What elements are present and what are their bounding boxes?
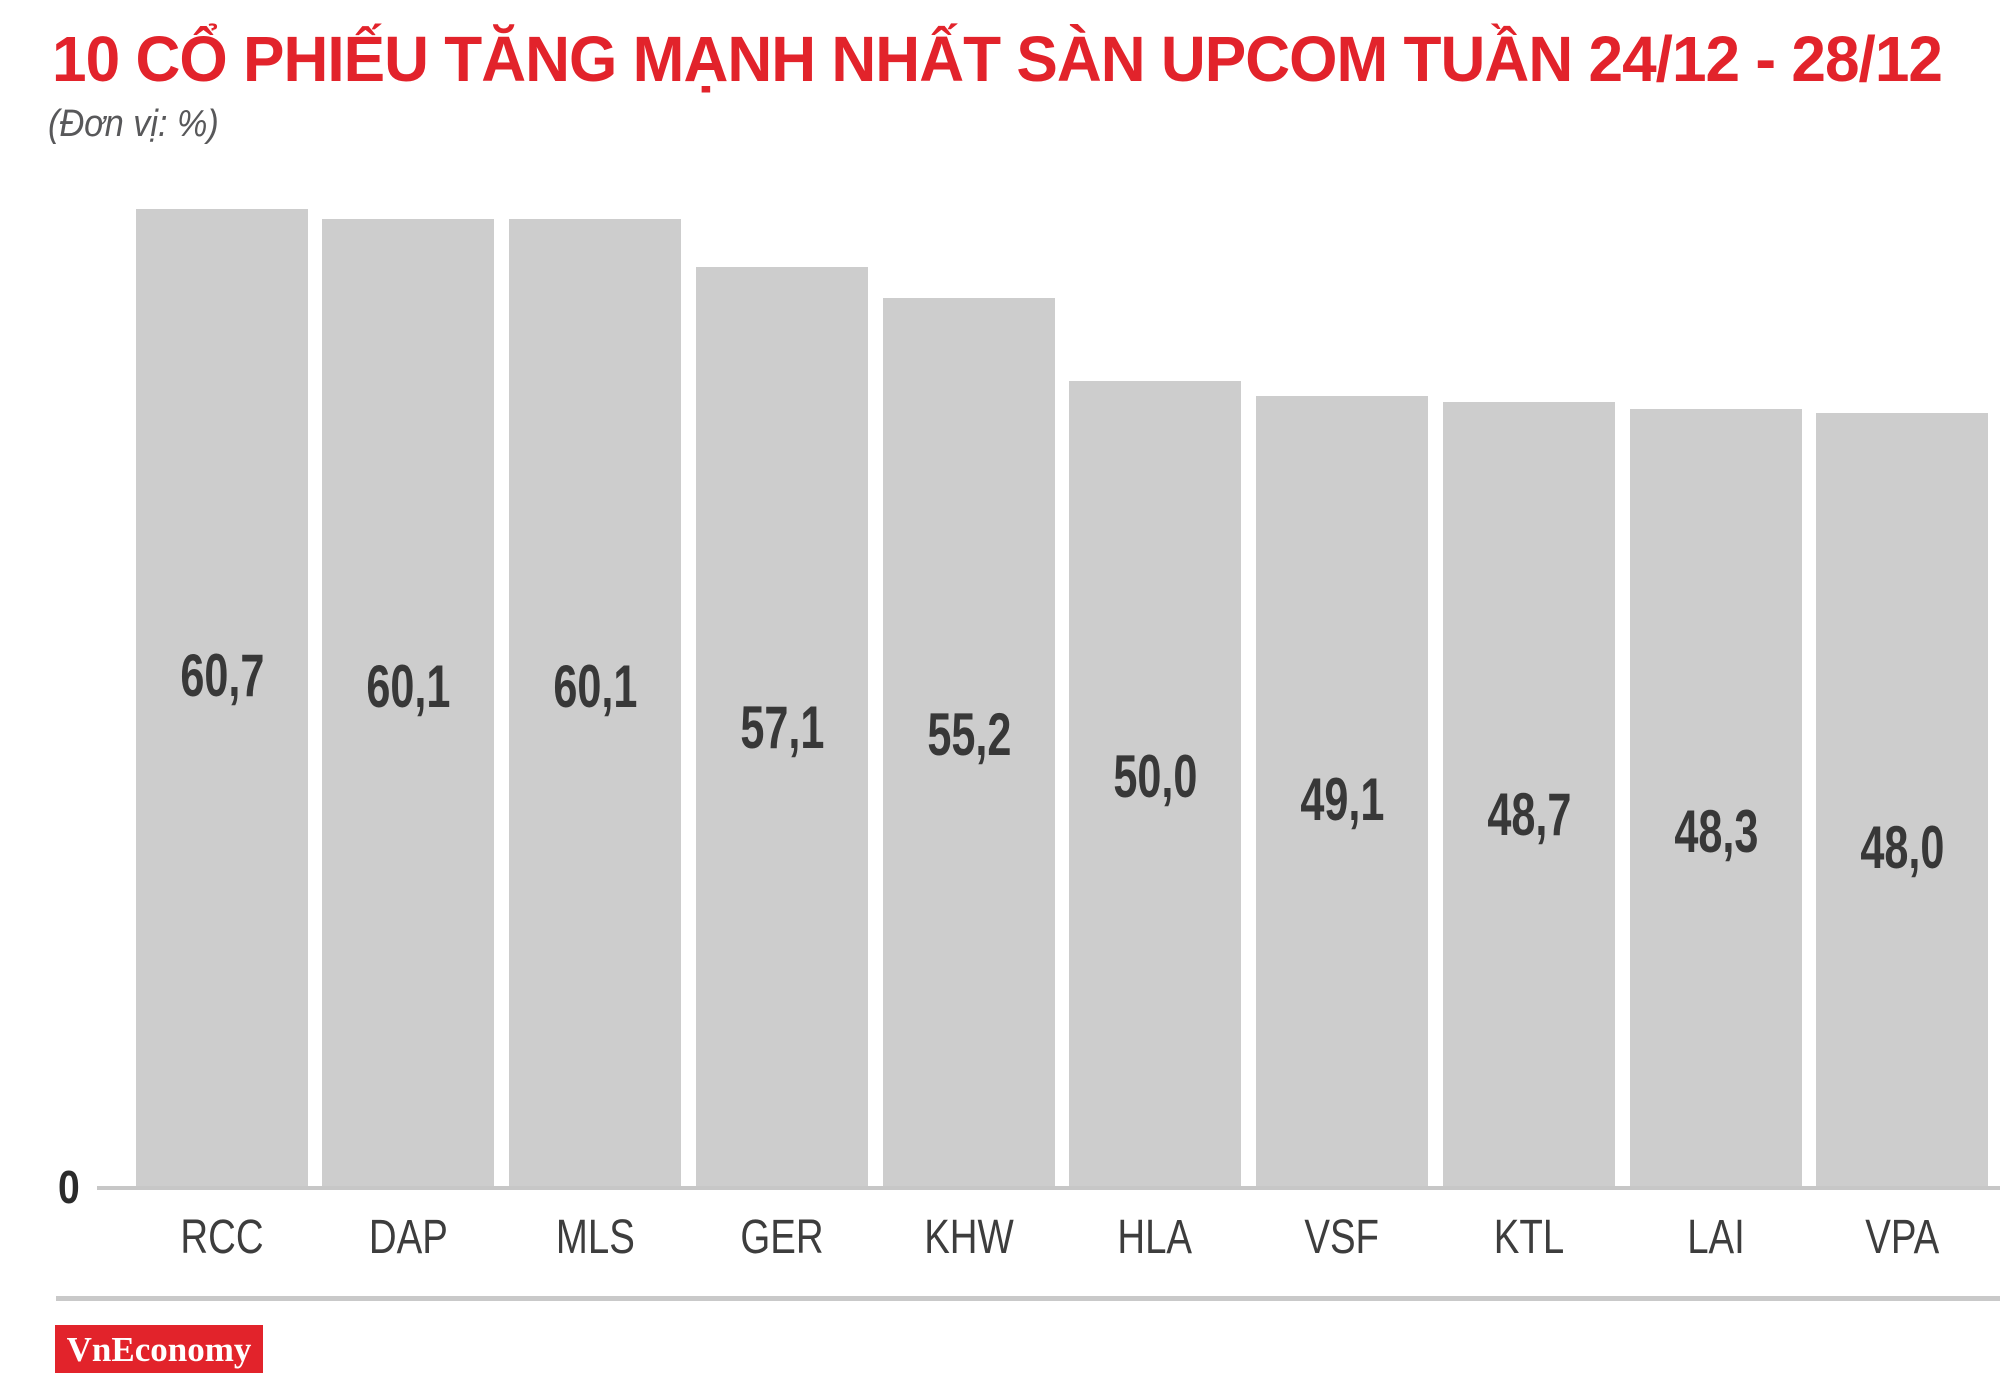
bar-ger: 57,1 bbox=[696, 267, 868, 1186]
page-title: 10 CỔ PHIẾU TĂNG MẠNH NHẤT SÀN UPCOM TUẦ… bbox=[52, 23, 1943, 95]
bar-rcc: 60,7 bbox=[136, 209, 308, 1186]
x-tick-label-rcc: RCC bbox=[180, 1211, 264, 1264]
bar-lai: 48,3 bbox=[1630, 409, 1802, 1186]
bar-mls: 60,1 bbox=[509, 219, 681, 1186]
bar-value-label-ger: 57,1 bbox=[739, 694, 825, 761]
bar-value-label-lai: 48,3 bbox=[1673, 798, 1759, 865]
bar-vpa: 48,0 bbox=[1816, 413, 1988, 1186]
x-tick-label-lai: LAI bbox=[1687, 1211, 1745, 1264]
y-axis-zero-label: 0 bbox=[58, 1160, 80, 1213]
bar-khw: 55,2 bbox=[883, 298, 1055, 1186]
bar-value-label-mls: 60,1 bbox=[552, 653, 638, 720]
x-tick-label-mls: MLS bbox=[555, 1211, 635, 1264]
unit-label: (Đơn vị: %) bbox=[48, 103, 219, 145]
bar-hla: 50,0 bbox=[1069, 381, 1241, 1186]
x-tick-label-vsf: VSF bbox=[1304, 1211, 1380, 1264]
bar-vsf: 49,1 bbox=[1256, 396, 1428, 1186]
bar-dap: 60,1 bbox=[322, 219, 494, 1186]
bar-value-label-dap: 60,1 bbox=[365, 653, 451, 720]
x-axis-line bbox=[97, 1186, 2000, 1190]
x-tick-label-ger: GER bbox=[740, 1211, 824, 1264]
bar-value-label-hla: 50,0 bbox=[1112, 743, 1198, 810]
x-tick-label-vpa: VPA bbox=[1864, 1211, 1939, 1264]
bar-ktl: 48,7 bbox=[1443, 402, 1615, 1186]
vneconomy-logo-text: VnEconomy bbox=[66, 1329, 252, 1369]
x-tick-label-khw: KHW bbox=[924, 1211, 1014, 1264]
bar-value-label-vsf: 49,1 bbox=[1299, 766, 1385, 833]
footer-divider-line bbox=[56, 1296, 2000, 1301]
x-tick-label-hla: HLA bbox=[1117, 1211, 1193, 1264]
x-tick-label-dap: DAP bbox=[368, 1211, 448, 1264]
bar-value-label-vpa: 48,0 bbox=[1859, 814, 1945, 881]
plot-area: 0 60,7 60,1 60,1 57,1 55,2 50,0 49,1 48,7 48,3 48… bbox=[0, 180, 2000, 1210]
bar-value-label-rcc: 60,7 bbox=[179, 642, 265, 709]
x-tick-label-ktl: KTL bbox=[1493, 1211, 1565, 1264]
x-axis-ticks: RCC DAP MLS GER KHW HLA VSF KTL LAI VPA bbox=[0, 1211, 2000, 1276]
vneconomy-logo: VnEconomy bbox=[55, 1325, 263, 1373]
bar-value-label-ktl: 48,7 bbox=[1486, 781, 1572, 848]
bar-value-label-khw: 55,2 bbox=[926, 701, 1012, 768]
